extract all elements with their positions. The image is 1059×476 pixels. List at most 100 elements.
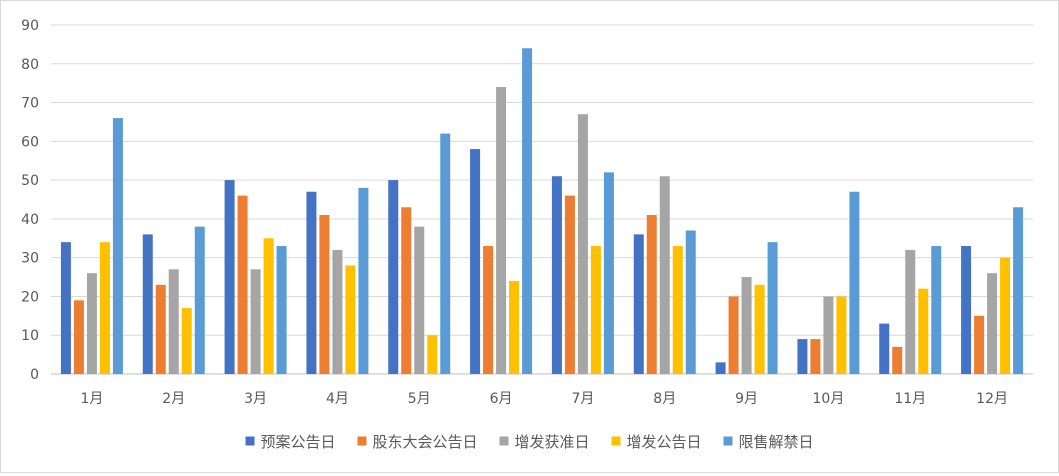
legend-item: 预案公告日: [245, 433, 336, 451]
bar: [823, 296, 834, 374]
y-tick-label: 30: [21, 251, 39, 267]
legend-swatch: [611, 436, 621, 446]
bar: [86, 273, 97, 374]
y-tick-label: 0: [30, 367, 39, 383]
y-tick-label: 20: [21, 289, 39, 305]
bar: [112, 118, 123, 374]
bar: [849, 191, 860, 374]
bar: [961, 246, 972, 374]
x-tick-label: 7月: [571, 391, 594, 407]
legend-swatch: [723, 436, 733, 446]
bar: [427, 335, 438, 374]
bar: [319, 215, 330, 374]
bar: [470, 149, 481, 374]
bar: [767, 242, 778, 374]
bar: [741, 277, 752, 374]
bar: [483, 246, 494, 374]
bar: [263, 238, 274, 374]
x-tick-label: 3月: [244, 391, 267, 407]
bar: [987, 273, 998, 374]
x-tick-label: 10月: [813, 391, 845, 407]
bar: [194, 226, 205, 374]
y-tick-label: 60: [21, 134, 39, 150]
legend-label: 预案公告日: [261, 433, 336, 451]
bar: [155, 284, 166, 374]
bar: [564, 195, 575, 374]
bar: [810, 339, 821, 374]
bar: [1013, 207, 1024, 374]
legend-label: 增发获准日: [515, 433, 590, 451]
bar: [414, 226, 425, 374]
x-axis-tick-labels: 1月 2月 3月 4月 5月 6月 7月 8月 9月 10月 11月 12月: [80, 391, 1008, 407]
y-tick-label: 80: [21, 57, 39, 73]
y-axis-tick-labels: 0 10 20 30 40 50 60 70 80 90: [21, 18, 39, 383]
legend: 预案公告日 股东大会公告日 增发获准日 增发公告日 限售解禁日: [245, 433, 814, 451]
bar: [522, 48, 533, 375]
bar: [250, 269, 261, 374]
x-tick-label: 9月: [735, 391, 758, 407]
x-tick-label: 11月: [894, 391, 926, 407]
y-tick-label: 10: [21, 328, 39, 344]
bar: [646, 215, 657, 374]
legend-item: 增发公告日: [611, 433, 702, 451]
bar: [905, 249, 916, 374]
bar: [509, 280, 520, 374]
legend-item: 增发获准日: [499, 433, 590, 451]
bar: [715, 362, 726, 374]
bar: [879, 323, 890, 374]
bar: [60, 242, 71, 374]
y-tick-label: 50: [21, 173, 39, 189]
bar: [168, 269, 179, 374]
bar: [918, 288, 929, 374]
bar: [551, 176, 562, 374]
bar: [73, 300, 84, 374]
bar: [836, 296, 847, 374]
bar: [181, 308, 192, 374]
bar: [892, 346, 903, 374]
bar: [633, 234, 644, 374]
bar: [401, 207, 412, 374]
bar: [672, 246, 683, 374]
x-tick-label: 6月: [490, 391, 513, 407]
y-tick-label: 90: [21, 18, 39, 34]
x-tick-label: 1月: [80, 391, 103, 407]
legend-label: 股东大会公告日: [373, 433, 478, 451]
bar: [1000, 257, 1011, 374]
bar: [440, 133, 451, 374]
legend-item: 限售解禁日: [723, 433, 814, 451]
legend-label: 增发公告日: [627, 433, 702, 451]
bar: [224, 180, 235, 374]
legend-label: 限售解禁日: [739, 433, 814, 451]
bar: [931, 246, 942, 374]
y-tick-label: 40: [21, 212, 39, 228]
x-tick-label: 4月: [326, 391, 349, 407]
bars: [60, 48, 1024, 375]
bar: [358, 187, 369, 374]
bar: [797, 339, 808, 374]
x-tick-label: 5月: [408, 391, 431, 407]
x-tick-label: 8月: [653, 391, 676, 407]
bar: [590, 246, 601, 374]
bar: [496, 87, 507, 375]
bar: [754, 284, 765, 374]
legend-swatch: [245, 436, 255, 446]
bar: [388, 180, 399, 374]
bar: [685, 230, 696, 374]
x-tick-label: 2月: [162, 391, 185, 407]
bar: [603, 172, 614, 374]
bar: [332, 249, 343, 374]
bar: [659, 176, 670, 374]
x-tick-label: 12月: [976, 391, 1008, 407]
gridlines: [51, 24, 1033, 375]
legend-swatch: [499, 436, 509, 446]
bar: [306, 191, 317, 374]
legend-swatch: [357, 436, 367, 446]
bar: [974, 315, 985, 374]
bar: [345, 265, 356, 374]
bar: [577, 114, 588, 374]
bar: [276, 246, 287, 374]
bar: [728, 296, 739, 374]
y-tick-label: 70: [21, 96, 39, 112]
